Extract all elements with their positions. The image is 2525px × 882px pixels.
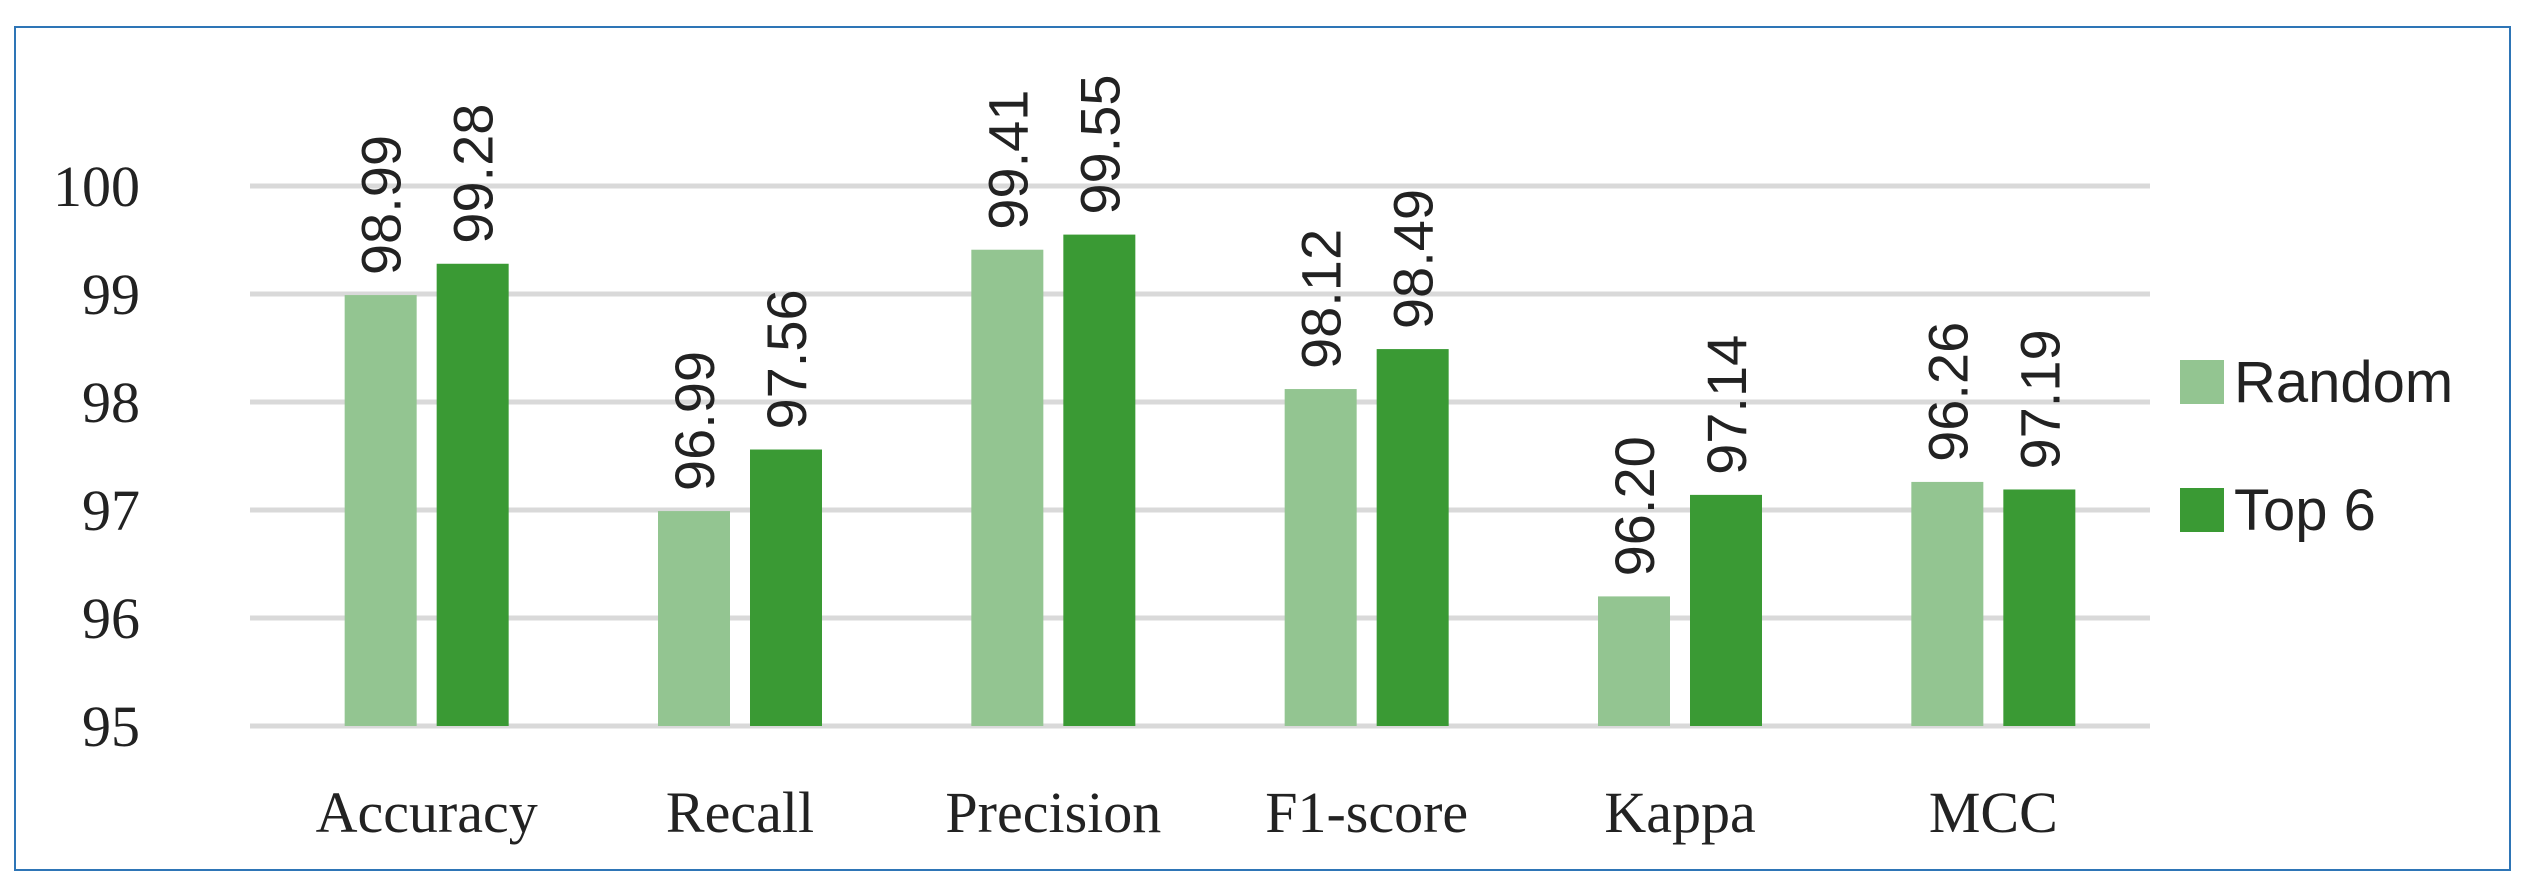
bar-random-f1-score	[1284, 389, 1357, 726]
bar-top-6-accuracy	[436, 263, 509, 726]
y-axis-ticks: 95 96 97 98 99 100	[53, 154, 140, 759]
x-axis-categories: Accuracy Recall Precision F1-score Kappa MCC	[316, 780, 2058, 845]
data-label: 99.41	[976, 90, 1039, 230]
x-category-label: F1-score	[1265, 780, 1468, 845]
bar-top-6-mcc	[2003, 489, 2076, 726]
y-tick-label: 100	[53, 154, 140, 219]
data-label: 99.55	[1068, 74, 1131, 214]
data-label: 96.20	[1603, 436, 1666, 576]
data-label: 98.49	[1382, 189, 1445, 329]
data-label: 97.19	[2008, 329, 2071, 469]
bar-top-6-f1-score	[1376, 349, 1449, 726]
y-tick-label: 98	[82, 370, 140, 435]
legend: Random Top 6	[2180, 350, 2453, 543]
bar-top-6-precision	[1063, 234, 1136, 726]
x-category-label: Precision	[945, 780, 1161, 845]
y-tick-label: 99	[82, 262, 140, 327]
y-tick-label: 97	[82, 478, 140, 543]
data-label: 97.14	[1695, 335, 1758, 475]
data-label: 97.56	[755, 289, 818, 429]
x-category-label: Kappa	[1604, 780, 1755, 845]
chart-frame	[14, 26, 2511, 871]
y-tick-label: 95	[82, 694, 140, 759]
bar-top-6-recall	[750, 449, 822, 726]
bar-random-recall	[658, 511, 730, 726]
x-category-label: Recall	[666, 780, 814, 845]
bars	[344, 234, 2076, 726]
y-tick-label: 96	[82, 586, 140, 651]
data-label: 98.99	[350, 135, 413, 275]
bar-random-accuracy	[344, 295, 417, 726]
bar-random-precision	[971, 249, 1044, 726]
data-label: 96.99	[663, 351, 726, 491]
data-label: 96.26	[1916, 322, 1979, 462]
x-category-label: Accuracy	[316, 780, 538, 845]
legend-label: Random	[2234, 350, 2453, 415]
gridlines	[250, 183, 2150, 729]
legend-label: Top 6	[2234, 478, 2376, 543]
data-label: 98.12	[1290, 229, 1353, 369]
x-category-label: MCC	[1929, 780, 2058, 845]
bar-random-mcc	[1911, 481, 1984, 726]
legend-swatch-top-6	[2180, 488, 2224, 532]
bar-top-6-kappa	[1690, 494, 1762, 726]
data-label: 99.28	[442, 104, 505, 244]
data-labels: 98.99 99.28 96.99 97.56 99.41 99.55 98.12 98.49…	[350, 74, 2072, 576]
bar-random-kappa	[1598, 596, 1670, 726]
legend-swatch-random	[2180, 360, 2224, 404]
